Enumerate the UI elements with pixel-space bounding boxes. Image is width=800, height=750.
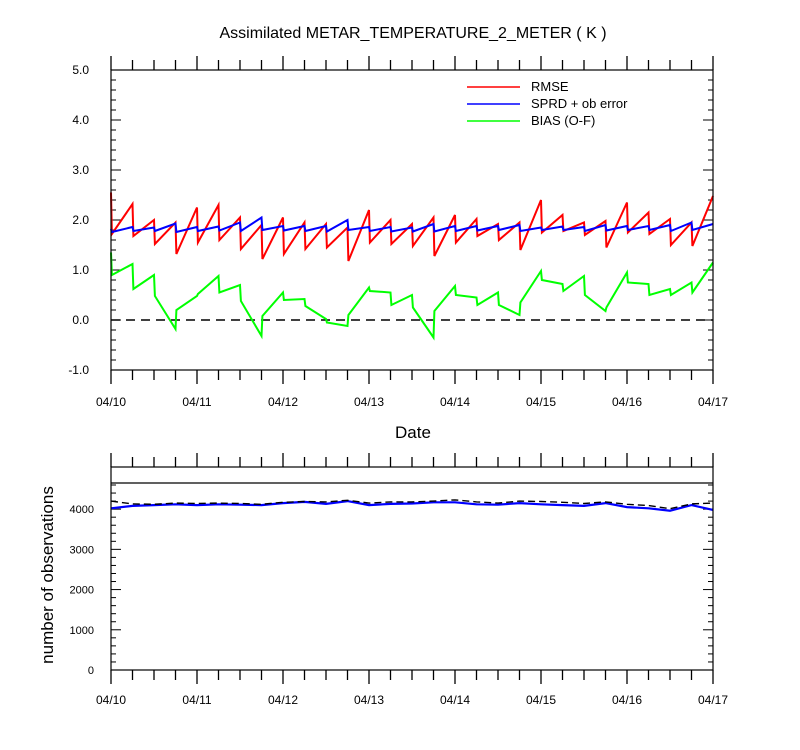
bottom-panel-series — [110, 499, 714, 512]
obs-count-line — [110, 499, 714, 512]
legend-label-rmse: RMSE — [531, 79, 569, 94]
obs-y-tick-label: 1000 — [70, 625, 94, 637]
y-tick-label: 3.0 — [72, 163, 89, 177]
bottom-panel-ticks — [110, 453, 714, 684]
obs-x-tick-label: 04/11 — [182, 693, 211, 707]
y-tick-label: 5.0 — [72, 63, 89, 77]
obs-y-tick-label: 0 — [88, 665, 94, 677]
top-plot-frame — [110, 69, 714, 371]
bottom-plot-frame — [110, 466, 714, 671]
top-panel-tick-labels: -1.0 0.0 1.0 2.0 3.0 4.0 5.0 04/10 04/11 04/12 04/… — [68, 63, 728, 409]
x-axis-title: Date — [395, 423, 431, 442]
bottom-panel-tick-labels: 0 1000 2000 3000 4000 04/10 04/11 04/12 04/13 04/… — [70, 504, 729, 707]
obs-x-tick-label: 04/12 — [268, 693, 298, 707]
x-tick-label: 04/11 — [182, 395, 211, 409]
obs-x-tick-label: 04/15 — [526, 693, 556, 707]
y-tick-label: 0.0 — [72, 313, 89, 327]
obs-y-tick-label: 2000 — [70, 585, 94, 597]
x-tick-label: 04/13 — [354, 395, 384, 409]
y-tick-label: 4.0 — [72, 113, 89, 127]
obs-y-tick-label: 4000 — [70, 504, 94, 516]
obs-x-tick-label: 04/17 — [698, 693, 728, 707]
x-tick-label: 04/14 — [440, 395, 470, 409]
x-tick-label: 04/15 — [526, 395, 556, 409]
y-tick-label: 2.0 — [72, 213, 89, 227]
legend-label-sprd: SPRD + ob error — [531, 96, 628, 111]
obs-y-axis-title: number of observations — [38, 486, 57, 664]
legend-label-bias: BIAS (O-F) — [531, 113, 595, 128]
x-tick-label: 04/10 — [96, 395, 126, 409]
x-tick-label: 04/16 — [612, 395, 642, 409]
obs-y-tick-label: 3000 — [70, 544, 94, 556]
x-tick-label: 04/12 — [268, 395, 298, 409]
x-tick-label: 04/17 — [698, 395, 728, 409]
y-tick-label: -1.0 — [68, 363, 89, 377]
bias-line — [110, 252, 714, 341]
legend: RMSE SPRD + ob error BIAS (O-F) — [467, 79, 628, 128]
obs-x-tick-label: 04/10 — [96, 693, 126, 707]
top-panel-series — [110, 192, 714, 341]
chart-title: Assimilated METAR_TEMPERATURE_2_METER ( … — [219, 25, 606, 42]
obs-x-tick-label: 04/16 — [612, 693, 642, 707]
obs-x-tick-label: 04/14 — [440, 693, 470, 707]
obs-count-dashed-line — [110, 499, 714, 510]
obs-x-tick-label: 04/13 — [354, 693, 384, 707]
y-tick-label: 1.0 — [72, 263, 89, 277]
sprd-line — [110, 215, 714, 234]
